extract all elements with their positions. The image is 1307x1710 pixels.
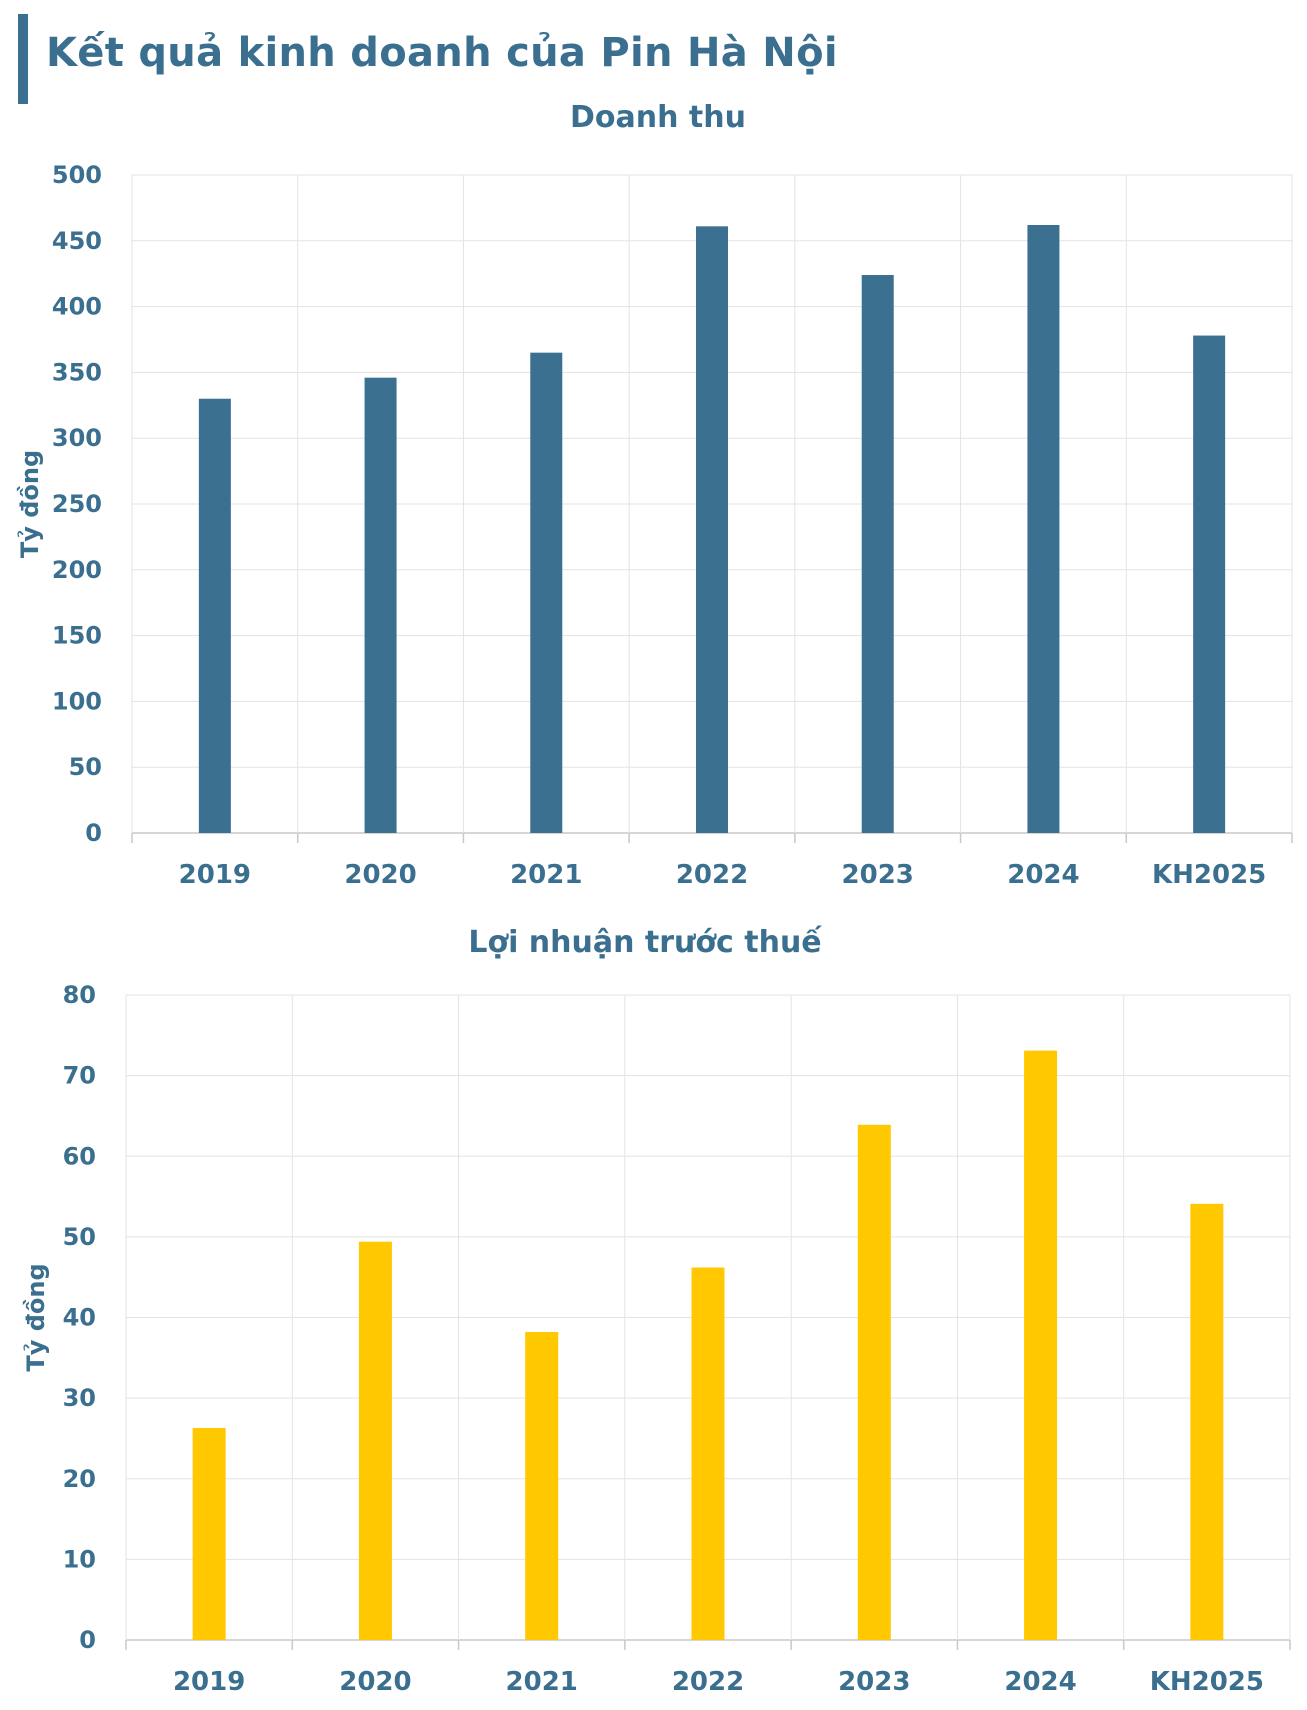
y-axis-label: Tỷ đồng [16, 450, 44, 558]
y-axis-label: Tỷ đồng [22, 1263, 50, 1371]
chart-title: Doanh thu [570, 100, 746, 135]
x-tick-label: KH2025 [1150, 1667, 1264, 1697]
bar [530, 352, 563, 833]
y-tick-label: 0 [79, 1626, 96, 1654]
bar [696, 226, 728, 834]
bar [1027, 225, 1060, 833]
bar-series [198, 225, 1226, 834]
bar [192, 1427, 226, 1640]
y-tick-label: 0 [85, 819, 102, 847]
y-tick-label: 80 [63, 981, 96, 1009]
y-tick-label: 50 [69, 753, 102, 781]
title-accent-bar [18, 14, 28, 104]
y-tick-label: 500 [52, 161, 102, 189]
x-tick-label: 2021 [510, 860, 582, 890]
y-tick-label: 20 [63, 1465, 96, 1493]
bar [857, 1124, 891, 1640]
x-tick-labels: 2019 2020 2021 2022 2023 2024 KH2025 [179, 860, 1267, 890]
y-tick-label: 250 [52, 490, 102, 518]
x-tick-label: 2019 [179, 860, 251, 890]
x-tick-label: 2019 [173, 1667, 245, 1697]
bar [198, 398, 231, 833]
x-tick-label: KH2025 [1152, 860, 1266, 890]
bar [1193, 335, 1226, 833]
x-tick-label: 2024 [1007, 860, 1079, 890]
y-tick-label: 450 [52, 227, 102, 255]
y-tick-label: 200 [52, 556, 102, 584]
bar [358, 1241, 392, 1640]
page-title: Kết quả kinh doanh của Pin Hà Nội [46, 30, 838, 76]
y-tick-label: 10 [63, 1545, 96, 1573]
chart-title: Lợi nhuận trước thuế [468, 925, 822, 960]
profit-chart: Lợi nhuận trước thuế 0 10 20 30 40 50 60 70 80 2… [22, 925, 1291, 1697]
y-tick-label: 300 [52, 424, 102, 452]
y-tick-label: 350 [52, 358, 102, 386]
x-tick-label: 2023 [842, 860, 914, 890]
x-tick-labels: 2019 2020 2021 2022 2023 2024 KH2025 [173, 1667, 1264, 1697]
y-tick-label: 30 [63, 1384, 96, 1412]
bar [525, 1332, 559, 1640]
bar [1024, 1050, 1058, 1640]
y-tick-label: 150 [52, 622, 102, 650]
y-tick-label: 100 [52, 687, 102, 715]
x-tick-label: 2021 [506, 1667, 578, 1697]
bar [861, 275, 894, 833]
y-tick-label: 50 [63, 1223, 96, 1251]
revenue-chart: Doanh thu 0 50 100 150 200 250 300 350 400 450 500… [16, 100, 1293, 890]
x-tick-label: 2020 [344, 860, 416, 890]
x-tick-label: 2023 [838, 1667, 910, 1697]
y-tick-labels: 0 10 20 30 40 50 60 70 80 [63, 981, 96, 1654]
y-tick-labels: 0 50 100 150 200 250 300 350 400 450 500 [52, 161, 102, 847]
bar [364, 377, 397, 833]
x-tick-label: 2022 [676, 860, 748, 890]
bar-series [192, 1050, 1224, 1640]
x-tick-label: 2020 [339, 1667, 411, 1697]
x-tick-label: 2024 [1004, 1667, 1076, 1697]
y-tick-label: 60 [63, 1142, 96, 1170]
y-tick-label: 70 [63, 1062, 96, 1090]
y-tick-label: 400 [52, 293, 102, 321]
x-tick-label: 2022 [672, 1667, 744, 1697]
y-tick-label: 40 [63, 1304, 96, 1332]
bar [691, 1267, 725, 1640]
bar [1190, 1203, 1224, 1640]
